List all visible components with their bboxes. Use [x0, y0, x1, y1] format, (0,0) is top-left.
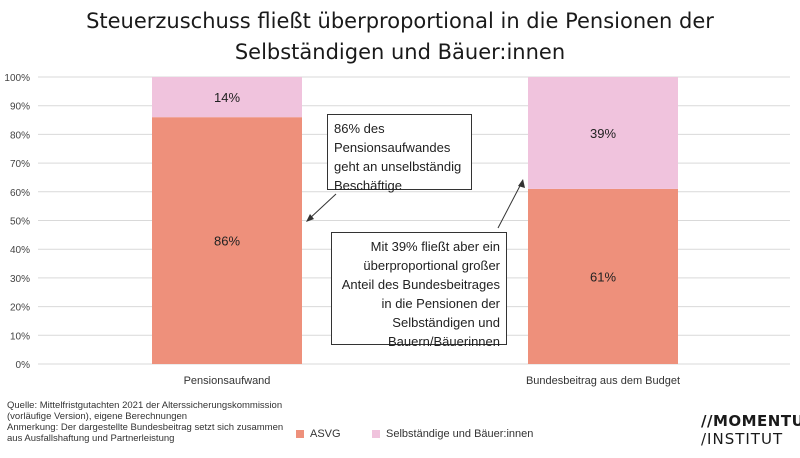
source-note-line-2: (vorläufige Version), eigene Berechnunge… [7, 411, 188, 422]
logo-line-1: //MOMENTUM [701, 412, 800, 430]
annotation-1-line-1: 86% des [334, 121, 385, 136]
annotation-arrow-1 [307, 193, 337, 221]
legend-item-selbstaendige: Selbständige und Bäuer:innen [372, 428, 533, 440]
y-tick-label: 70% [10, 159, 30, 170]
bar-segment [152, 77, 302, 118]
y-tick-label: 40% [10, 245, 30, 256]
annotation-1-line-2: Pensionsaufwandes [334, 140, 451, 155]
legend-swatch-selbstaendige [372, 430, 380, 438]
y-tick-label: 90% [10, 102, 30, 113]
logo-line-2: /INSTITUT [701, 430, 784, 448]
x-category-label: Bundesbeitrag aus dem Budget [526, 375, 680, 387]
annotation-box-asvg: 86% des Pensionsaufwandes geht an unselb… [327, 114, 472, 193]
annotation-2-line-3: Anteil des Bundesbeitrages [341, 277, 500, 292]
legend-label-selbstaendige: Selbständige und Bäuer:innen [386, 428, 534, 440]
legend-swatch-asvg [296, 430, 304, 438]
bar-segment [152, 117, 302, 365]
y-tick-label: 30% [10, 274, 30, 285]
annotation-1-line-4: Beschäftige [334, 178, 402, 193]
y-tick-label: 20% [10, 303, 30, 314]
bar-segment [528, 77, 678, 189]
annotation-1-line-3: geht an unselbständig [334, 159, 462, 174]
bar-segment [528, 188, 678, 364]
source-note-line-1: Quelle: Mittelfristgutachten 2021 der Al… [7, 400, 283, 411]
momentum-institut-logo: //MOMENTUM /INSTITUT [701, 412, 800, 448]
y-tick-label: 100% [4, 73, 30, 84]
chart-title-line-1: Steuerzuschuss fließt überproportional i… [86, 9, 714, 33]
annotation-box-selbstaendige: Mit 39% fließt aber ein überproportional… [331, 232, 507, 349]
annotation-2-line-2: überproportional großer [363, 258, 500, 273]
source-note-line-3: Anmerkung: Der dargestellte Bundesbeitra… [7, 422, 284, 433]
bar-value-label: 61% [590, 269, 616, 284]
y-tick-label: 0% [16, 360, 31, 371]
annotation-arrowhead-1 [306, 214, 314, 222]
bar-value-label: 14% [214, 90, 240, 105]
annotation-2-line-5: Selbständigen und [392, 315, 500, 330]
source-note-line-4: aus Ausfallshaftung und Partnerleistung [7, 433, 175, 444]
y-tick-label: 60% [10, 188, 30, 199]
annotation-arrow-2 [497, 181, 523, 229]
annotation-arrowhead-2 [518, 179, 525, 188]
x-category-label: Pensionsaufwand [184, 375, 271, 387]
annotation-2-line-6: Bauern/Bäuerinnen [387, 334, 500, 349]
bar-value-label: 39% [590, 126, 616, 141]
chart-title-line-2: Selbständigen und Bäuer:innen [234, 40, 566, 64]
y-tick-label: 80% [10, 130, 30, 141]
y-tick-label: 10% [10, 331, 30, 342]
annotation-2-line-1: Mit 39% fließt aber ein [370, 239, 500, 254]
legend-label-asvg: ASVG [310, 428, 341, 440]
annotation-2-line-4: in die Pensionen der [381, 296, 500, 311]
y-tick-label: 50% [10, 217, 30, 228]
legend-item-asvg: ASVG [296, 428, 341, 440]
bar-value-label: 86% [214, 234, 240, 249]
